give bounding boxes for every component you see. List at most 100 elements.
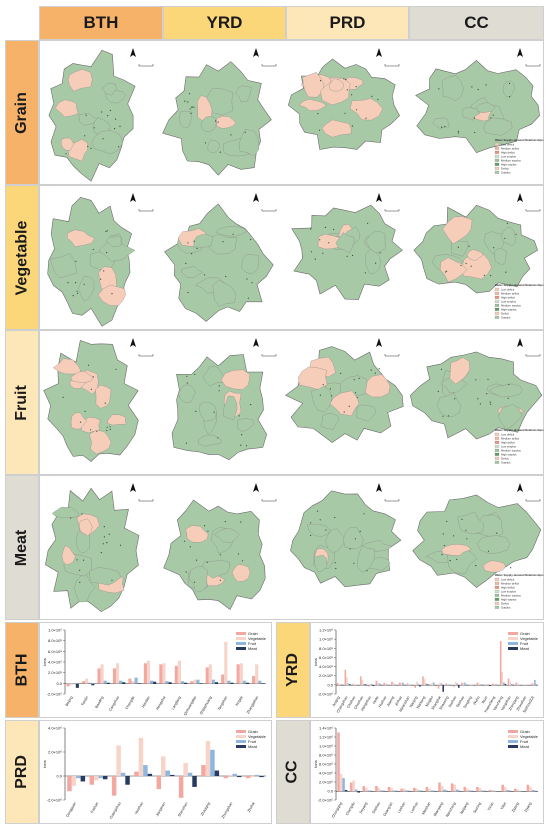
y-tick-label: 1.0×10⁶ <box>319 744 333 749</box>
x-tick-label: Hangzhou <box>360 696 372 712</box>
map-subregion <box>310 385 332 413</box>
map-point <box>449 560 451 562</box>
bar-vegetable <box>529 786 532 792</box>
bar-vegetable <box>183 762 188 776</box>
legend-swatch <box>494 444 500 448</box>
north-arrow-icon <box>517 48 523 57</box>
legend-label: Surplus <box>501 315 511 319</box>
bar-meat <box>91 683 95 686</box>
map-subregion <box>49 253 77 279</box>
map-point <box>486 393 488 395</box>
bar-vegetable <box>447 683 449 686</box>
map-point <box>340 372 342 374</box>
scale-bar <box>261 64 277 67</box>
map-point <box>245 445 248 447</box>
scale-bar <box>138 354 154 357</box>
bar-vegetable <box>138 737 144 776</box>
y-tick-label: 8.0×10⁵ <box>48 638 62 643</box>
map-point <box>441 554 443 556</box>
map-point <box>106 252 108 254</box>
bar-grain <box>391 681 393 686</box>
y-axis-label: tons <box>42 760 47 768</box>
x-tick-label: Langfang <box>171 696 182 711</box>
map-point <box>310 228 312 230</box>
map-point <box>354 392 357 394</box>
chart-bth: 1.0×10⁶ 8.0×10⁵ 6.0×10⁵ 4.0×10⁵ 2.0×10⁵ 0.0 -2… <box>42 628 267 717</box>
map-point <box>232 233 234 235</box>
bar-meat <box>504 683 507 686</box>
bar-fruit <box>134 677 138 684</box>
map-point <box>193 581 196 583</box>
column-header-yrd: YRD <box>163 6 286 40</box>
north-arrow-icon <box>376 193 382 202</box>
map-point <box>224 521 226 523</box>
bar-grain <box>337 732 340 792</box>
map-subregion <box>181 266 203 278</box>
map-point <box>322 252 324 254</box>
legend-swatch <box>494 460 500 464</box>
bar-vegetable <box>485 683 488 686</box>
map-point <box>371 95 373 97</box>
x-tick-label: Meishan <box>421 802 431 816</box>
column-header-label: BTH <box>83 13 119 32</box>
bar-vegetable <box>392 682 395 686</box>
legend-label: Low surplus <box>501 444 517 448</box>
bar-grain <box>476 682 479 686</box>
map-point <box>319 394 321 396</box>
map-point <box>183 540 186 542</box>
map-subregion <box>317 233 344 250</box>
map-point <box>203 274 205 276</box>
map-subregion <box>70 371 94 383</box>
bar-vegetable <box>377 682 379 686</box>
map-point <box>456 558 458 561</box>
map-point <box>107 115 109 117</box>
map-point <box>241 560 244 562</box>
x-tick-label: Chengde <box>125 696 136 711</box>
bar-meat <box>364 684 367 686</box>
bar-grain <box>414 685 417 688</box>
bar-vegetable <box>428 788 431 792</box>
bar-grain <box>367 685 370 687</box>
map-point <box>335 567 337 570</box>
map-point <box>465 529 467 531</box>
map-point <box>363 513 365 515</box>
bar-meat <box>137 683 141 684</box>
y-axis-label: tons <box>42 658 47 666</box>
map-point <box>185 262 187 264</box>
map-point <box>218 390 220 392</box>
north-arrow-icon <box>130 48 136 57</box>
map-point <box>185 442 187 444</box>
map-point <box>79 569 81 571</box>
map-point <box>238 415 240 417</box>
scale-bar <box>525 354 541 357</box>
map-point <box>218 385 220 387</box>
x-tick-label: Dazhou <box>371 802 381 815</box>
legend-swatch <box>494 432 500 436</box>
north-arrow-icon <box>376 483 382 492</box>
map-subregion <box>178 110 193 129</box>
bar-vegetable <box>193 679 197 684</box>
bar-grain <box>383 682 385 686</box>
map-point <box>477 88 479 91</box>
legend-label: Medium surplus <box>501 158 521 162</box>
map-subregion <box>178 384 196 403</box>
legend-swatch <box>494 452 500 456</box>
bar-fruit <box>210 749 215 776</box>
map-point <box>77 292 79 295</box>
bar-grain <box>438 782 441 792</box>
map-point <box>460 264 462 267</box>
legend-swatch <box>494 150 500 154</box>
map-subregion <box>67 229 95 247</box>
bar-fruit <box>481 790 484 792</box>
map-point <box>355 109 358 111</box>
map-point <box>319 239 321 241</box>
bar-grain <box>531 683 533 686</box>
map-point <box>350 94 353 96</box>
bar-vegetable <box>439 682 441 686</box>
chart-legend-label: Vegetable <box>248 636 267 641</box>
bar-grain <box>143 663 147 684</box>
map-point <box>444 125 446 128</box>
map-point <box>111 579 113 581</box>
